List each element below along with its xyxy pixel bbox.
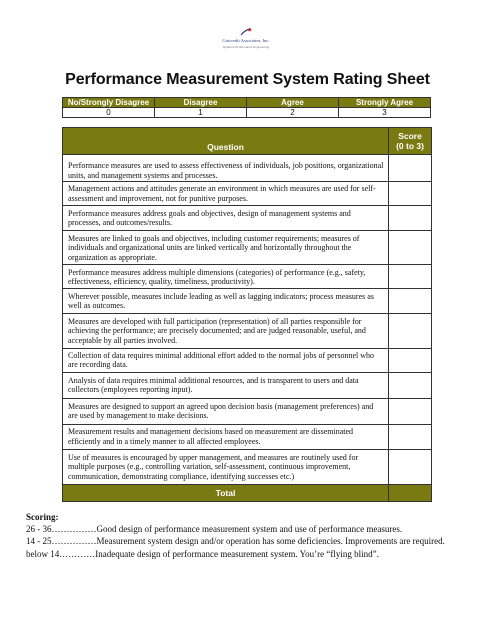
scoring-range: 26 - 36…………… bbox=[26, 524, 97, 535]
question-text: Measurement results and management decis… bbox=[62, 423, 389, 450]
scale-value-0: 0 bbox=[62, 107, 155, 118]
question-column-header: Question bbox=[62, 126, 389, 156]
question-text: Analysis of data requires minimal additi… bbox=[62, 371, 389, 399]
scale-label-0: No/Strongly Disagree bbox=[62, 97, 155, 108]
company-logo: Gotcredit Associates, Inc. Systems Perfo… bbox=[214, 27, 278, 57]
scale-value-2: 2 bbox=[246, 107, 339, 118]
scoring-description: Measurement system design and/or operati… bbox=[96, 536, 445, 547]
score-cell[interactable] bbox=[388, 397, 432, 425]
question-row: Collection of data requires minimal addi… bbox=[62, 347, 432, 373]
scoring-line: 14 - 25……………Measurement system design an… bbox=[26, 535, 466, 547]
scale-label-1: Disagree bbox=[154, 97, 247, 108]
question-text: Use of measures is encouraged by upper m… bbox=[62, 448, 389, 486]
score-cell[interactable] bbox=[388, 313, 432, 349]
question-text: Measures are designed to support an agre… bbox=[62, 397, 389, 425]
scoring-description: Good design of performance measurement s… bbox=[96, 524, 403, 535]
score-cell[interactable] bbox=[388, 288, 432, 315]
question-row: Management actions and attitudes generat… bbox=[62, 181, 432, 207]
question-text: Performance measures are used to assess … bbox=[62, 154, 389, 183]
score-cell[interactable] bbox=[388, 448, 432, 486]
score-column-header: Score (0 to 3) bbox=[388, 126, 432, 156]
total-score-cell[interactable] bbox=[388, 484, 432, 502]
logo-tagline: Systems Performance Engineering bbox=[222, 45, 270, 49]
scoring-range: 14 - 25…………… bbox=[26, 536, 97, 547]
question-row: Performance measures are used to assess … bbox=[62, 154, 432, 183]
score-cell[interactable] bbox=[388, 205, 432, 232]
question-row: Wherever possible, measures include lead… bbox=[62, 288, 432, 315]
scoring-heading: Scoring: bbox=[26, 512, 59, 522]
scoring-description: Inadequate design of performance measure… bbox=[95, 548, 379, 559]
scoring-legend: Scoring: 26 - 36……………Good design of perf… bbox=[26, 511, 466, 560]
score-cell[interactable] bbox=[388, 154, 432, 183]
question-row: Analysis of data requires minimal additi… bbox=[62, 371, 432, 399]
page-title: Performance Measurement System Rating Sh… bbox=[65, 71, 430, 88]
question-row: Performance measures address multiple di… bbox=[62, 264, 432, 290]
scoring-line: 26 - 36……………Good design of performance m… bbox=[26, 523, 466, 535]
score-cell[interactable] bbox=[388, 264, 432, 290]
question-table: Question Score (0 to 3) Performance meas… bbox=[62, 126, 432, 502]
question-row: Measurement results and management decis… bbox=[62, 423, 432, 450]
question-text: Measures are linked to goals and objecti… bbox=[62, 230, 389, 266]
score-header-line1: Score bbox=[398, 131, 422, 142]
score-cell[interactable] bbox=[388, 423, 432, 450]
scale-value-3: 3 bbox=[338, 107, 431, 118]
rating-scale-table: No/Strongly Disagree Disagree Agree Stro… bbox=[62, 97, 431, 118]
scale-label-2: Agree bbox=[246, 97, 339, 108]
question-text: Performance measures address goals and o… bbox=[62, 205, 389, 232]
question-row: Measures are developed with full partici… bbox=[62, 313, 432, 349]
total-label: Total bbox=[62, 484, 389, 502]
question-text: Management actions and attitudes generat… bbox=[62, 181, 389, 207]
score-cell[interactable] bbox=[388, 371, 432, 399]
question-row: Performance measures address goals and o… bbox=[62, 205, 432, 232]
question-row: Use of measures is encouraged by upper m… bbox=[62, 448, 432, 486]
score-header-line2: (0 to 3) bbox=[396, 141, 424, 152]
scale-value-1: 1 bbox=[154, 107, 247, 118]
question-row: Measures are linked to goals and objecti… bbox=[62, 230, 432, 266]
question-row: Measures are designed to support an agre… bbox=[62, 397, 432, 425]
score-cell[interactable] bbox=[388, 347, 432, 373]
question-text: Collection of data requires minimal addi… bbox=[62, 347, 389, 373]
total-row: Total bbox=[62, 484, 432, 502]
scoring-line: below 14…………Inadequate design of perform… bbox=[26, 548, 466, 560]
star-swoosh-icon bbox=[240, 27, 252, 36]
score-cell[interactable] bbox=[388, 230, 432, 266]
question-text: Performance measures address multiple di… bbox=[62, 264, 389, 290]
question-text: Wherever possible, measures include lead… bbox=[62, 288, 389, 315]
score-cell[interactable] bbox=[388, 181, 432, 207]
logo-company-name: Gotcredit Associates, Inc. bbox=[222, 38, 270, 43]
scale-label-3: Strongly Agree bbox=[338, 97, 431, 108]
question-text: Measures are developed with full partici… bbox=[62, 313, 389, 349]
scoring-range: below 14………… bbox=[26, 548, 96, 559]
